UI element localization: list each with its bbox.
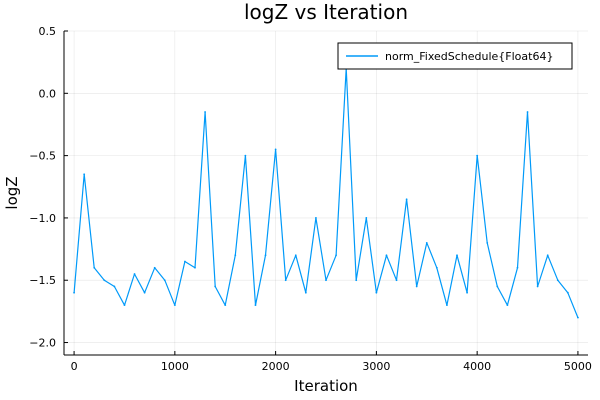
- data-point: [73, 291, 75, 294]
- data-point: [143, 291, 146, 294]
- data-point: [506, 304, 509, 307]
- data-point: [103, 279, 106, 282]
- data-point: [264, 254, 267, 257]
- data-point: [335, 254, 337, 257]
- data-point: [204, 111, 206, 113]
- data-point: [486, 241, 489, 244]
- x-tick-label: 2000: [262, 360, 290, 373]
- x-tick-label: 1000: [161, 360, 189, 373]
- data-point: [234, 254, 237, 257]
- data-point: [566, 291, 569, 294]
- data-point: [284, 279, 287, 282]
- data-point: [526, 111, 529, 113]
- data-point: [184, 260, 186, 263]
- data-point: [425, 241, 428, 244]
- data-point: [496, 285, 499, 288]
- axes: [63, 30, 588, 356]
- y-tick-label: 0.5: [39, 25, 57, 38]
- x-tick-label: 5000: [564, 360, 592, 373]
- data-point: [516, 266, 519, 269]
- data-point: [446, 304, 448, 307]
- y-axis-label: logZ: [3, 176, 21, 209]
- data-point: [194, 266, 196, 269]
- data-point: [466, 291, 468, 294]
- data-point: [153, 266, 156, 269]
- x-tick-label: 4000: [463, 360, 491, 373]
- data-point: [415, 285, 418, 288]
- data-point: [546, 254, 549, 257]
- data-point: [254, 304, 257, 307]
- data-point: [536, 285, 539, 288]
- y-tick-label: 0.0: [39, 87, 57, 100]
- data-point: [244, 154, 247, 157]
- y-tick-label: −1.0: [29, 212, 56, 225]
- data-point: [224, 304, 227, 307]
- data-point: [325, 279, 327, 282]
- data-point: [163, 279, 166, 282]
- data-point: [304, 291, 307, 294]
- data-point: [456, 254, 458, 257]
- tick-labels: 0 1000 2000 3000 4000 5000 −2.0 −1.5 −1.0 −0.5 0.0…: [29, 25, 592, 373]
- data-point: [435, 266, 438, 269]
- data-point: [274, 148, 277, 151]
- data-point: [365, 217, 368, 219]
- data-point: [375, 291, 378, 294]
- data-point: [556, 279, 559, 282]
- data-point: [83, 173, 86, 176]
- legend: norm_FixedSchedule{Float64}: [337, 42, 573, 70]
- data-point: [315, 217, 317, 219]
- data-point: [93, 266, 96, 269]
- data-point: [385, 254, 388, 257]
- data-point: [173, 304, 176, 307]
- data-point: [577, 316, 579, 319]
- chart-title: logZ vs Iteration: [244, 0, 408, 24]
- data-point: [405, 198, 408, 201]
- x-tick-label: 3000: [362, 360, 390, 373]
- y-tick-label: −2.0: [29, 337, 56, 350]
- x-tick-label: 0: [71, 360, 78, 373]
- x-axis-label: Iteration: [294, 377, 358, 395]
- data-point: [214, 285, 217, 288]
- data-point: [355, 279, 358, 282]
- data-point: [113, 285, 116, 288]
- data-point: [395, 279, 398, 282]
- y-tick-label: −0.5: [29, 150, 56, 163]
- plot-area: [73, 67, 579, 319]
- y-tick-label: −1.5: [29, 274, 56, 287]
- data-point: [294, 254, 297, 257]
- grid: [64, 30, 588, 355]
- data-point: [133, 273, 136, 275]
- data-point: [123, 304, 126, 307]
- data-point: [476, 154, 479, 157]
- legend-label: norm_FixedSchedule{Float64}: [385, 50, 553, 63]
